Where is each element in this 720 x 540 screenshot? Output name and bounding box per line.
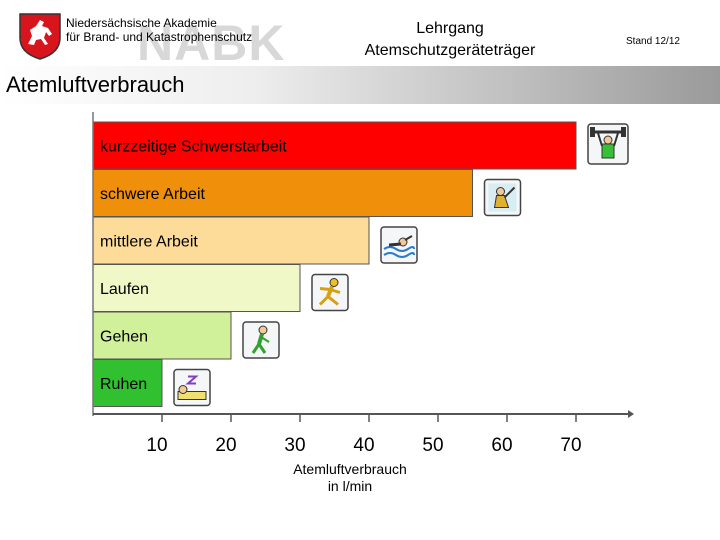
course-title-line1: Lehrgang bbox=[416, 20, 484, 37]
nabk-watermark: NABK bbox=[137, 15, 286, 71]
x-axis-label-line2: in l/min bbox=[327, 478, 373, 494]
walker-icon bbox=[242, 321, 280, 359]
x-tick-label-4: 50 bbox=[422, 435, 443, 456]
academy-name: Niedersächsische Akademie für Brand- und… bbox=[66, 16, 252, 44]
x-tick-label-1: 20 bbox=[215, 435, 236, 456]
crest-logo-icon bbox=[19, 13, 61, 60]
academy-name-line1: Niedersächsische Akademie bbox=[66, 16, 217, 30]
x-tick-label-5: 60 bbox=[491, 435, 512, 456]
bar-3 bbox=[92, 264, 301, 312]
bar-0 bbox=[92, 121, 577, 170]
worker-icon bbox=[483, 178, 522, 217]
course-title: Lehrgang Atemschutzgeräteträger bbox=[300, 18, 600, 62]
weightlifter-icon bbox=[587, 123, 629, 165]
x-axis-arrow bbox=[628, 410, 634, 418]
bar-label-5: Ruhen bbox=[100, 376, 147, 393]
stand-date: Stand 12/12 bbox=[626, 36, 680, 47]
x-tick-label-6: 70 bbox=[560, 435, 581, 456]
runner-icon bbox=[311, 273, 349, 312]
bar-label-4: Gehen bbox=[100, 329, 148, 346]
x-tick-label-3: 40 bbox=[353, 435, 374, 456]
x-tick-label-2: 30 bbox=[284, 435, 305, 456]
sleeper-icon bbox=[173, 368, 211, 407]
course-title-line2: Atemschutzgeräteträger bbox=[364, 42, 536, 59]
bar-label-1: schwere Arbeit bbox=[100, 186, 205, 203]
bar-label-0: kurzzeitige Schwerstarbeit bbox=[100, 139, 287, 156]
bar-label-3: Laufen bbox=[100, 281, 149, 298]
x-axis-label: Atemluftverbrauch in l/min bbox=[250, 461, 450, 495]
academy-name-line2: für Brand- und Katastrophenschutz bbox=[66, 30, 253, 44]
x-axis-label-line1: Atemluftverbrauch bbox=[293, 461, 407, 477]
swimmer-icon bbox=[380, 226, 418, 264]
bar-label-2: mittlere Arbeit bbox=[100, 234, 198, 251]
bar-5 bbox=[92, 359, 163, 407]
x-tick-label-0: 10 bbox=[146, 435, 167, 456]
bar-4 bbox=[92, 311, 232, 360]
page-title: Atemluftverbrauch bbox=[6, 72, 185, 97]
title-banner: Atemluftverbrauch bbox=[0, 66, 720, 104]
